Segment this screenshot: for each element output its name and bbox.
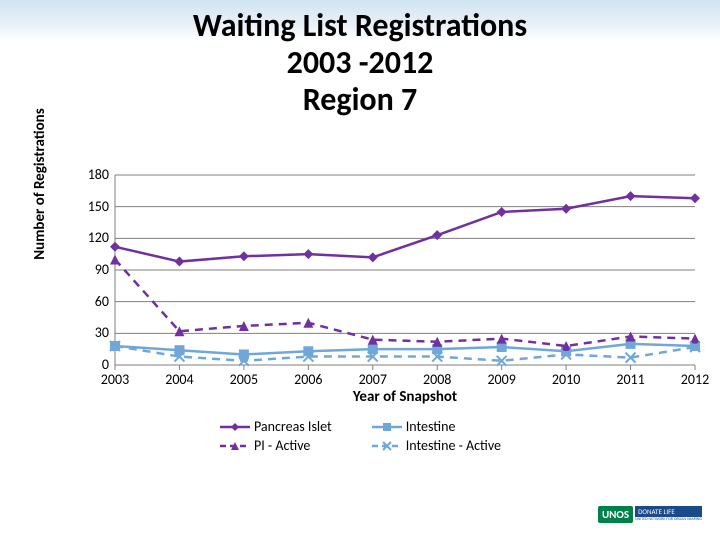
x-tick-label: 2011 [606,371,656,388]
x-tick-label: 2006 [283,371,333,388]
y-tick-label: 150 [75,198,109,215]
y-tick-label: 120 [75,229,109,246]
legend-label: PI - Active [254,437,310,454]
x-axis-label: Year of Snapshot [115,388,695,406]
y-tick-label: 90 [75,261,109,278]
legend-item: Pancreas Islet [220,418,332,435]
legend-label: Intestine - Active [406,437,501,454]
x-tick-label: 2009 [477,371,527,388]
legend-item: PI - Active [220,437,332,454]
y-tick-label: 30 [75,324,109,341]
x-tick-label: 2003 [90,371,140,388]
x-tick-label: 2010 [541,371,591,388]
footer-logo: UNOS DONATE LIFE UNITED NETWORK FOR ORGA… [598,496,708,532]
x-tick-label: 2008 [412,371,462,388]
x-tick-label: 2005 [219,371,269,388]
logo-sub-text: UNITED NETWORK FOR ORGAN SHARING [635,517,702,522]
x-tick-label: 2012 [670,371,720,388]
x-tick-label: 2004 [154,371,204,388]
legend-item: Intestine - Active [372,437,501,454]
legend-item: Intestine [372,418,501,435]
chart-legend: Pancreas Islet Intestine PI - Active Intest… [220,418,501,454]
y-tick-label: 60 [75,293,109,310]
legend-label: Intestine [406,418,456,435]
logo-donate-text: DONATE LIFE [635,506,702,517]
logo-unos-text: UNOS [598,506,633,523]
y-tick-label: 180 [75,166,109,183]
legend-label: Pancreas Islet [254,418,332,435]
x-tick-label: 2007 [348,371,398,388]
